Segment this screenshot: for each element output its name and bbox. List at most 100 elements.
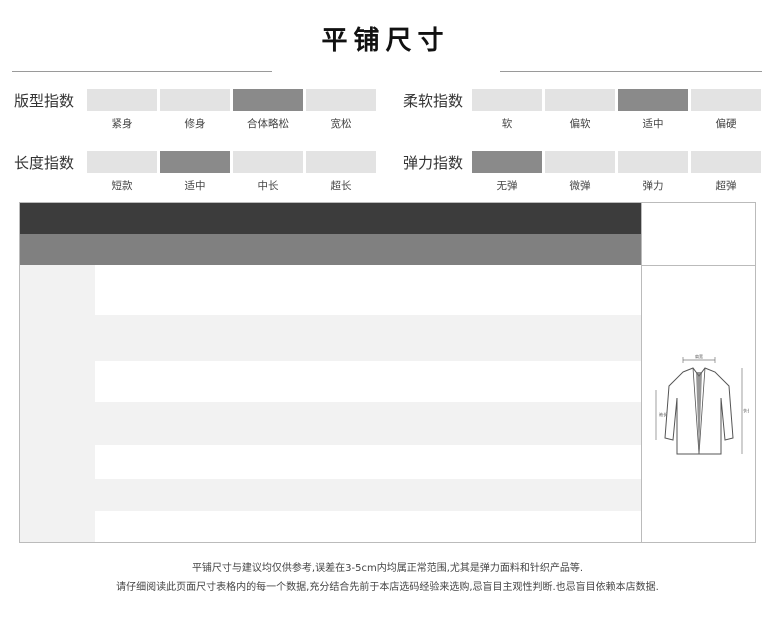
index-segment bbox=[472, 89, 542, 111]
row-label bbox=[95, 511, 197, 543]
page-title: 平铺尺寸 bbox=[321, 26, 450, 56]
value-cell bbox=[568, 511, 641, 543]
title-divider-right bbox=[500, 71, 762, 72]
size-header-cell bbox=[418, 202, 493, 234]
index-option-label: 弹力 bbox=[642, 180, 664, 192]
index-option-label: 紧身 bbox=[111, 118, 133, 130]
value-cell bbox=[197, 315, 269, 361]
size-header-label bbox=[19, 202, 197, 234]
group-label bbox=[19, 265, 95, 445]
sleeve-label: 袖长 bbox=[659, 411, 667, 417]
index-option-label: 短款 bbox=[111, 180, 133, 192]
index-segment bbox=[618, 151, 688, 173]
value-cell bbox=[197, 479, 269, 511]
index-option-label: 适中 bbox=[184, 180, 206, 192]
index-segment bbox=[87, 89, 157, 111]
value-cell bbox=[418, 315, 493, 361]
value-cell bbox=[197, 265, 269, 315]
group-column bbox=[19, 265, 95, 543]
value-cell bbox=[418, 511, 493, 543]
ref-divider bbox=[641, 202, 642, 543]
value-cell bbox=[568, 265, 641, 315]
value-cell bbox=[418, 265, 493, 315]
row-label bbox=[95, 315, 197, 361]
index-segment bbox=[545, 89, 615, 111]
value-cell bbox=[343, 361, 418, 402]
index-label: 弹力指数 bbox=[403, 154, 464, 172]
table-row bbox=[95, 361, 641, 402]
value-cell bbox=[269, 402, 343, 445]
index-segment bbox=[545, 151, 615, 173]
size-header-cell bbox=[493, 202, 568, 234]
group-label bbox=[19, 479, 95, 543]
intl-size-cell bbox=[343, 234, 418, 265]
intl-size-cell bbox=[197, 234, 269, 265]
note-line-1: 平铺尺寸与建议均仅供参考,误差在3-5cm内均属正常范围,尤其是弹力面料和针织产… bbox=[191, 563, 584, 574]
ref-divider-h bbox=[641, 265, 756, 266]
index-option-label: 宽松 bbox=[330, 118, 352, 130]
table-row bbox=[95, 445, 641, 479]
value-cell bbox=[493, 361, 568, 402]
index-label: 版型指数 bbox=[14, 92, 75, 110]
row-label bbox=[95, 265, 197, 315]
index-segment bbox=[87, 151, 157, 173]
size-header-row bbox=[19, 202, 641, 234]
length-label: 衣长 bbox=[743, 407, 749, 413]
index-segment bbox=[233, 151, 303, 173]
index-option-label: 超长 bbox=[330, 180, 352, 192]
index-segment bbox=[691, 151, 761, 173]
index-option-label: 超弹 bbox=[715, 180, 737, 192]
table-row bbox=[95, 479, 641, 511]
index-option-label: 偏硬 bbox=[715, 118, 737, 130]
index-option-label: 偏软 bbox=[569, 118, 591, 130]
intl-size-cell bbox=[418, 234, 493, 265]
index-option-label: 修身 bbox=[184, 118, 206, 130]
note-line-2: 请仔细阅读此页面尺寸表格内的每一个数据,充分结合先前于本店选码经验来选购,忌盲目… bbox=[116, 582, 659, 593]
intl-size-cell bbox=[493, 234, 568, 265]
table-row bbox=[95, 402, 641, 445]
row-label bbox=[95, 402, 197, 445]
table-row bbox=[95, 315, 641, 361]
intl-header-label bbox=[19, 234, 197, 265]
value-cell bbox=[197, 402, 269, 445]
index-segment bbox=[160, 89, 230, 111]
index-segment bbox=[233, 89, 303, 111]
value-cell bbox=[269, 511, 343, 543]
value-cell bbox=[568, 361, 641, 402]
value-cell bbox=[418, 402, 493, 445]
value-cell bbox=[568, 315, 641, 361]
value-cell bbox=[493, 315, 568, 361]
size-header-cell bbox=[197, 202, 269, 234]
title-divider-left bbox=[12, 71, 272, 72]
value-cell bbox=[568, 402, 641, 445]
index-option-label: 中长 bbox=[257, 180, 279, 192]
value-cell bbox=[568, 479, 641, 511]
value-cell bbox=[197, 511, 269, 543]
shoulder-label: 肩宽 bbox=[695, 353, 703, 359]
value-cell bbox=[418, 479, 493, 511]
index-segment bbox=[691, 89, 761, 111]
index-segment bbox=[472, 151, 542, 173]
value-cell bbox=[197, 361, 269, 402]
table-row bbox=[95, 511, 641, 543]
value-cell bbox=[418, 361, 493, 402]
value-cell bbox=[493, 479, 568, 511]
value-cell bbox=[343, 265, 418, 315]
value-cell bbox=[343, 479, 418, 511]
index-option-label: 微弹 bbox=[569, 180, 591, 192]
size-header-cell bbox=[269, 202, 343, 234]
value-cell bbox=[343, 511, 418, 543]
row-label bbox=[95, 479, 197, 511]
intl-size-cell bbox=[568, 234, 641, 265]
value-cell bbox=[493, 402, 568, 445]
size-header-cell bbox=[343, 202, 418, 234]
index-option-label: 合体略松 bbox=[247, 118, 289, 130]
value-cell bbox=[343, 315, 418, 361]
intl-header-row bbox=[19, 234, 641, 265]
index-segment bbox=[306, 151, 376, 173]
value-cell bbox=[269, 479, 343, 511]
value-cell bbox=[269, 361, 343, 402]
